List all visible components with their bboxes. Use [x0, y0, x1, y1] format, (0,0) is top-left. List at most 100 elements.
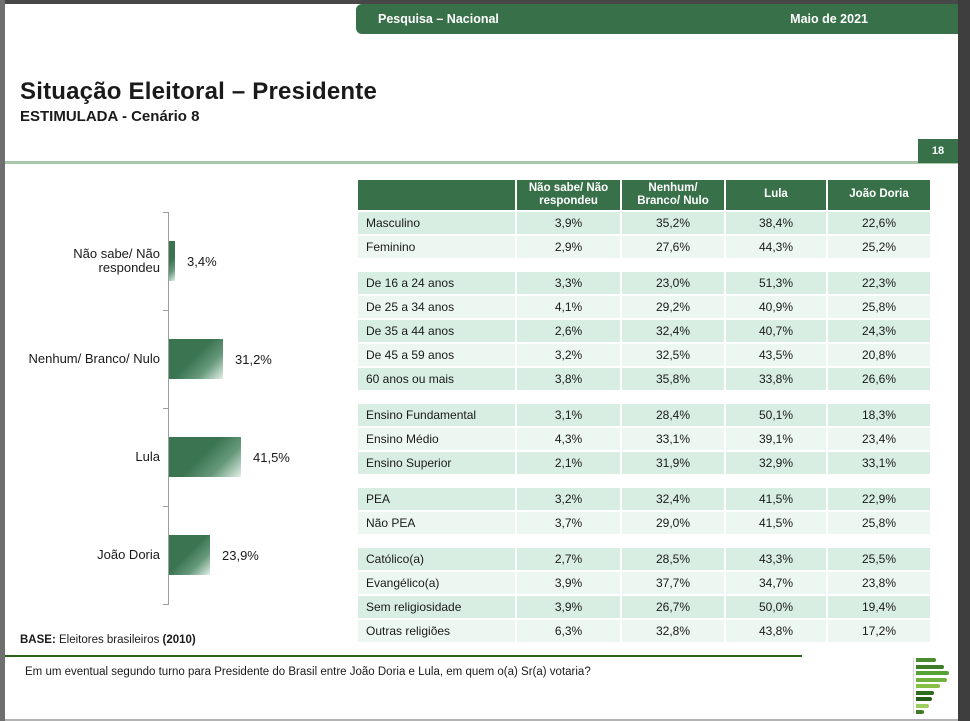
row-label: Evangélico(a) — [358, 572, 515, 594]
cell-value: 33,1% — [828, 452, 930, 474]
table-body: Masculino 3,9% 35,2% 38,4% 22,6% Feminino 2,9%… — [358, 212, 930, 642]
cell-value: 37,7% — [622, 572, 724, 594]
cell-value: 22,6% — [828, 212, 930, 234]
cell-value: 39,1% — [726, 428, 826, 450]
cell-value: 29,2% — [622, 296, 724, 318]
cell-value: 29,0% — [622, 512, 724, 534]
cell-value: 43,5% — [726, 344, 826, 366]
chart-axis-tick — [163, 506, 169, 507]
chart-axis-tick — [163, 310, 169, 311]
cell-value: 4,1% — [517, 296, 620, 318]
table-group-gap — [358, 260, 930, 272]
banner-survey-label: Pesquisa – Nacional — [378, 12, 499, 26]
cell-value: 19,4% — [828, 596, 930, 618]
cell-value: 33,8% — [726, 368, 826, 390]
cell-value: 34,7% — [726, 572, 826, 594]
cell-value: 25,8% — [828, 512, 930, 534]
table-row: Ensino Superior 2,1% 31,9% 32,9% 33,1% — [358, 452, 930, 474]
logo-bar — [916, 677, 948, 682]
base-note: BASE: Eleitores brasileiros (2010) — [20, 634, 196, 646]
cell-value: 26,7% — [622, 596, 724, 618]
cell-value: 2,6% — [517, 320, 620, 342]
cell-value: 23,8% — [828, 572, 930, 594]
chart-bar — [169, 241, 175, 281]
row-label: Feminino — [358, 236, 515, 258]
cell-value: 6,3% — [517, 620, 620, 642]
cell-value: 25,5% — [828, 548, 930, 570]
row-label: Outras religiões — [358, 620, 515, 642]
cell-value: 28,4% — [622, 404, 724, 426]
window-edge-top — [0, 0, 970, 4]
cell-value: 24,3% — [828, 320, 930, 342]
cell-value: 33,1% — [622, 428, 724, 450]
cell-value: 32,4% — [622, 488, 724, 510]
cell-value: 44,3% — [726, 236, 826, 258]
table-header-nenhum: Nenhum/ Branco/ Nulo — [622, 180, 724, 210]
cell-value: 2,1% — [517, 452, 620, 474]
window-edge-bottom — [0, 719, 970, 721]
cell-value: 38,4% — [726, 212, 826, 234]
cell-value: 32,8% — [622, 620, 724, 642]
row-label: De 16 a 24 anos — [358, 272, 515, 294]
row-label: 60 anos ou mais — [358, 368, 515, 390]
row-label: Ensino Fundamental — [358, 404, 515, 426]
table-group-gap — [358, 476, 930, 488]
row-label: Sem religiosidade — [358, 596, 515, 618]
page-subtitle: ESTIMULADA - Cenário 8 — [20, 108, 200, 125]
cell-value: 26,6% — [828, 368, 930, 390]
divider-line — [5, 161, 958, 164]
table-row: De 35 a 44 anos 2,6% 32,4% 40,7% 24,3% — [358, 320, 930, 342]
table-row: De 16 a 24 anos 3,3% 23,0% 51,3% 22,3% — [358, 272, 930, 294]
row-label: De 45 a 59 anos — [358, 344, 515, 366]
table-header-empty — [358, 180, 515, 210]
window-edge-right — [958, 0, 970, 721]
page-number-badge: 18 — [918, 139, 958, 163]
logo-bar — [916, 658, 936, 662]
cell-value: 22,3% — [828, 272, 930, 294]
cell-value: 3,2% — [517, 488, 620, 510]
chart-bar — [169, 339, 223, 379]
cell-value: 3,3% — [517, 272, 620, 294]
cell-value: 22,9% — [828, 488, 930, 510]
footer-divider-line — [5, 655, 802, 657]
parana-pesquisas-logo-icon — [913, 658, 949, 714]
row-label: PEA — [358, 488, 515, 510]
chart-category-label: João Doria — [97, 546, 160, 562]
table-row: Outras religiões 6,3% 32,8% 43,8% 17,2% — [358, 620, 930, 642]
cell-value: 41,5% — [726, 512, 826, 534]
chart-value-label: 31,2% — [235, 351, 272, 367]
cell-value: 31,9% — [622, 452, 724, 474]
table-row: De 25 a 34 anos 4,1% 29,2% 40,9% 25,8% — [358, 296, 930, 318]
chart-category-label: Lula — [135, 448, 160, 464]
chart-category-label: Não sabe/ Não respondeu — [73, 245, 160, 275]
table-row: Ensino Médio 4,3% 33,1% 39,1% 23,4% — [358, 428, 930, 450]
cell-value: 20,8% — [828, 344, 930, 366]
table-row: Evangélico(a) 3,9% 37,7% 34,7% 23,8% — [358, 572, 930, 594]
logo-bar — [916, 671, 949, 675]
banner-date-label: Maio de 2021 — [790, 12, 868, 26]
cell-value: 35,8% — [622, 368, 724, 390]
cell-value: 3,8% — [517, 368, 620, 390]
row-label: Ensino Médio — [358, 428, 515, 450]
survey-question: Em um eventual segundo turno para Presid… — [25, 666, 591, 678]
row-label: De 35 a 44 anos — [358, 320, 515, 342]
row-label: Ensino Superior — [358, 452, 515, 474]
cell-value: 18,3% — [828, 404, 930, 426]
chart-value-label: 41,5% — [253, 449, 290, 465]
cell-value: 50,0% — [726, 596, 826, 618]
cell-value: 3,2% — [517, 344, 620, 366]
bar-chart: Não sabe/ Não respondeu 3,4% Nenhum/ Branc… — [0, 200, 356, 620]
table-header-joao-doria: João Doria — [828, 180, 930, 210]
cell-value: 35,2% — [622, 212, 724, 234]
table-row: Não PEA 3,7% 29,0% 41,5% 25,8% — [358, 512, 930, 534]
logo-bar — [916, 684, 940, 688]
cell-value: 41,5% — [726, 488, 826, 510]
row-label: Masculino — [358, 212, 515, 234]
top-banner: Pesquisa – Nacional Maio de 2021 — [356, 4, 958, 34]
chart-axis-tick — [163, 408, 169, 409]
cell-value: 25,2% — [828, 236, 930, 258]
cell-value: 2,9% — [517, 236, 620, 258]
cell-value: 40,7% — [726, 320, 826, 342]
cell-value: 32,9% — [726, 452, 826, 474]
cell-value: 43,8% — [726, 620, 826, 642]
